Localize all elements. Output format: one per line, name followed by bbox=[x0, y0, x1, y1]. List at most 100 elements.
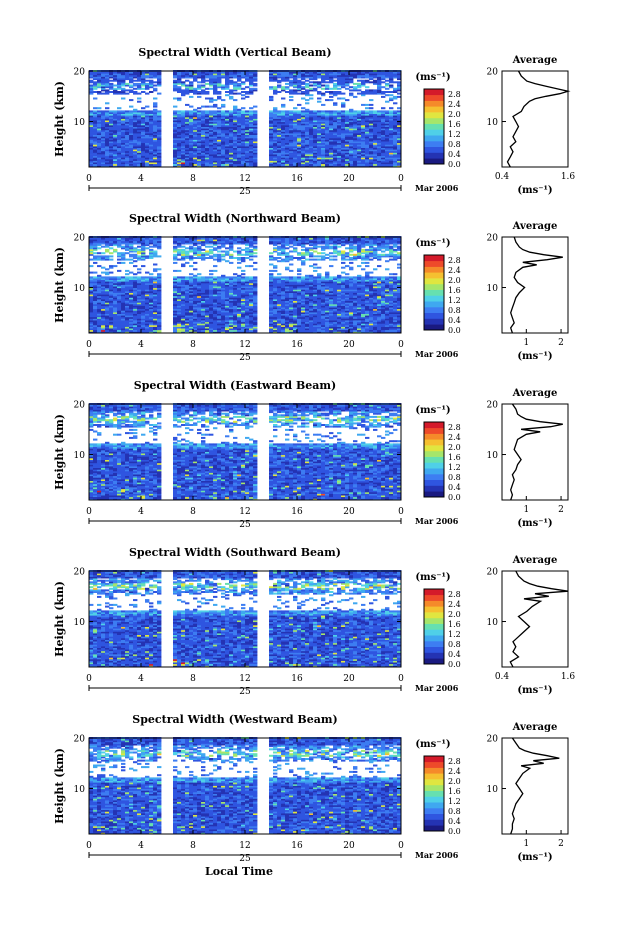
heatmap-cell bbox=[133, 163, 138, 166]
heatmap-cell bbox=[121, 152, 126, 155]
heatmap-cell bbox=[293, 118, 298, 121]
heatmap-cell bbox=[345, 316, 350, 319]
heatmap-cell bbox=[145, 149, 150, 152]
heatmap-cell bbox=[353, 116, 358, 119]
heatmap-cell bbox=[105, 102, 110, 105]
heatmap-cell bbox=[297, 74, 302, 77]
heatmap-cell bbox=[197, 116, 202, 119]
heatmap-cell bbox=[133, 73, 138, 76]
heatmap-cell bbox=[209, 162, 214, 165]
heatmap-cell bbox=[105, 84, 110, 87]
heatmap-cell bbox=[357, 121, 362, 124]
heatmap-cell bbox=[313, 324, 318, 327]
heatmap-cell bbox=[153, 162, 158, 165]
heatmap-cell bbox=[333, 157, 338, 160]
heatmap-cell bbox=[273, 324, 278, 327]
heatmap-cell bbox=[137, 144, 142, 147]
heatmap-cell bbox=[389, 76, 394, 79]
heatmap-cell bbox=[217, 113, 222, 116]
heatmap-cell bbox=[205, 300, 210, 303]
heatmap-cell bbox=[397, 133, 402, 135]
heatmap-cell bbox=[397, 308, 402, 311]
heatmap-cell bbox=[217, 142, 222, 145]
heatmap-cell bbox=[233, 71, 238, 74]
heatmap-cell bbox=[185, 126, 190, 129]
heatmap-cell bbox=[93, 84, 98, 87]
heatmap-cell bbox=[133, 320, 138, 323]
heatmap-cell bbox=[181, 113, 186, 116]
heatmap-cell bbox=[365, 324, 370, 327]
heatmap-cell bbox=[101, 71, 106, 74]
heatmap-cell bbox=[157, 149, 162, 152]
heatmap-cell bbox=[381, 110, 386, 113]
heatmap-cell bbox=[153, 118, 158, 121]
heatmap-cell bbox=[269, 139, 274, 142]
heatmap-cell bbox=[173, 76, 178, 79]
heatmap-cell bbox=[361, 313, 366, 316]
heatmap-cell bbox=[321, 147, 326, 150]
heatmap-cell bbox=[277, 150, 282, 153]
heatmap-cell bbox=[317, 146, 322, 148]
heatmap-cell bbox=[365, 112, 370, 114]
heatmap-cell bbox=[177, 316, 182, 319]
heatmap-cell bbox=[309, 78, 314, 81]
heatmap-cell bbox=[217, 165, 222, 168]
heatmap-cell bbox=[185, 141, 190, 144]
heatmap-cell bbox=[273, 142, 278, 145]
heatmap-cell bbox=[101, 128, 106, 131]
heatmap-cell bbox=[121, 142, 126, 145]
heatmap-cell bbox=[297, 82, 302, 85]
heatmap-cell bbox=[321, 331, 326, 334]
heatmap-cell bbox=[145, 112, 150, 114]
heatmap-cell bbox=[393, 303, 398, 306]
heatmap-cell bbox=[325, 76, 330, 79]
heatmap-cell bbox=[197, 303, 202, 306]
heatmap-cell bbox=[205, 120, 210, 123]
date-label: Mar 2006 bbox=[415, 183, 459, 193]
heatmap-cell bbox=[393, 134, 398, 137]
heatmap-cell bbox=[97, 139, 102, 142]
heatmap-cell bbox=[289, 160, 294, 163]
heatmap-cell bbox=[357, 123, 362, 126]
heatmap-cell bbox=[269, 320, 274, 323]
heatmap-cell bbox=[221, 112, 226, 114]
heatmap-cell bbox=[301, 328, 306, 331]
heatmap-cell bbox=[297, 112, 302, 114]
heatmap-cell bbox=[229, 113, 234, 116]
heatmap-cell bbox=[193, 137, 198, 140]
heatmap-cell bbox=[353, 139, 358, 142]
heatmap-cell bbox=[133, 303, 138, 306]
heatmap-cell bbox=[229, 73, 234, 76]
heatmap-cell bbox=[185, 308, 190, 311]
heatmap-cell bbox=[213, 133, 218, 135]
heatmap-cell bbox=[189, 328, 194, 331]
heatmap-cell bbox=[353, 126, 358, 129]
heatmap-cell bbox=[121, 125, 126, 127]
heatmap-cell bbox=[293, 78, 298, 81]
heatmap-cell bbox=[373, 326, 378, 329]
heatmap-cell bbox=[277, 76, 282, 79]
heatmap-cell bbox=[181, 307, 186, 310]
heatmap-cell bbox=[185, 163, 190, 166]
heatmap-cell bbox=[145, 302, 150, 305]
heatmap-cell bbox=[325, 134, 330, 137]
heatmap-cell bbox=[201, 125, 206, 127]
heatmap-cell bbox=[329, 152, 334, 155]
heatmap-cell bbox=[201, 160, 206, 163]
heatmap-cell bbox=[149, 74, 154, 77]
heatmap-cell bbox=[245, 120, 250, 123]
heatmap-cell bbox=[285, 74, 290, 77]
heatmap-cell bbox=[333, 92, 338, 95]
heatmap-cell bbox=[221, 74, 226, 77]
heatmap-cell bbox=[157, 326, 162, 329]
heatmap-cell bbox=[237, 118, 242, 121]
heatmap-cell bbox=[97, 158, 102, 161]
heatmap-cell bbox=[281, 157, 286, 160]
heatmap-cell bbox=[153, 303, 158, 306]
average-x-tick-label: 0.4 bbox=[495, 172, 510, 182]
heatmap-cell bbox=[157, 123, 162, 126]
heatmap-cell bbox=[305, 321, 310, 324]
heatmap-cell bbox=[101, 89, 106, 92]
heatmap-cell bbox=[245, 315, 250, 318]
heatmap-cell bbox=[329, 328, 334, 331]
